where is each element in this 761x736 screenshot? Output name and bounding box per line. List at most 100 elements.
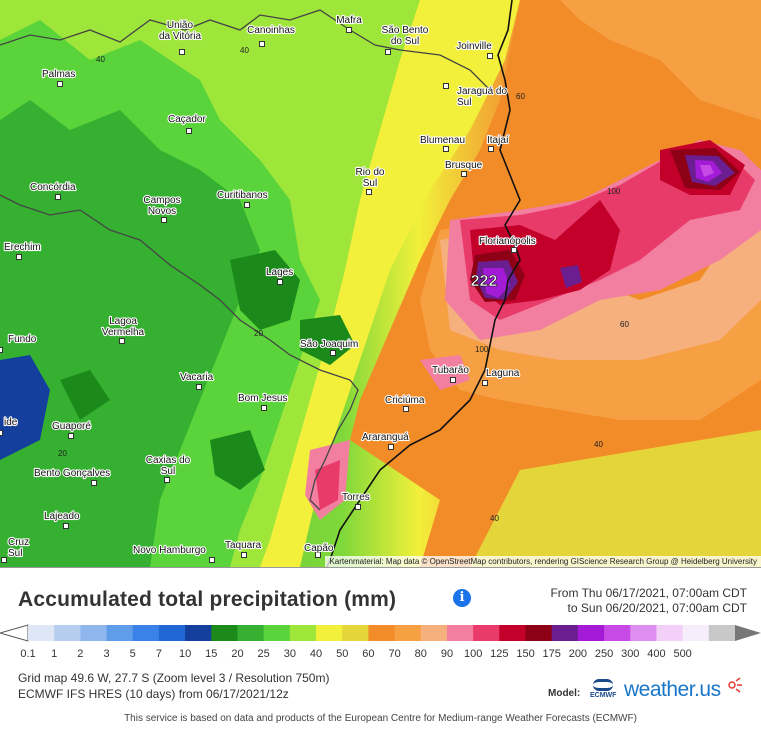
city-vacaria[interactable]: Vacaria	[179, 371, 215, 390]
city-bento-gon-alves[interactable]: Bento Gonçalves	[33, 467, 111, 486]
city-marker	[186, 128, 192, 134]
scale-tick-label: 5	[129, 648, 136, 660]
city-marker	[63, 523, 69, 529]
city-marker	[277, 279, 283, 285]
city-cap-o[interactable]: Capão	[303, 542, 335, 558]
city-palmas[interactable]: Palmas	[41, 68, 76, 87]
city-canoinhas[interactable]: Canoinhas	[246, 24, 296, 47]
city-marker	[482, 380, 488, 386]
city-marker	[488, 146, 494, 152]
city-s-o-joaquim[interactable]: São Joaquim	[299, 338, 359, 356]
city-novo-hamburgo[interactable]: Novo Hamburgo	[132, 544, 215, 563]
city-marker	[209, 557, 215, 563]
scale-swatch	[185, 625, 212, 641]
city-bom-jesus[interactable]: Bom Jesus	[237, 392, 289, 411]
city-marker	[68, 433, 74, 439]
city-ide[interactable]: ide	[0, 416, 19, 436]
max-precip-label: 222	[471, 273, 498, 290]
precip-zone-15mm	[300, 315, 355, 365]
scale-swatch	[499, 625, 527, 641]
legend-title: Accumulated total precipitation (mm)	[18, 588, 397, 611]
precip-zone-100mm	[315, 460, 340, 510]
city-marker	[244, 202, 250, 208]
scale-tick-label: 90	[440, 648, 454, 660]
city-label: Lages	[266, 267, 293, 278]
scale-tick-label: 250	[594, 648, 614, 660]
city-label: Mafra	[336, 15, 362, 26]
city-label: Tubarão	[432, 365, 469, 376]
city-label: São Joaquim	[300, 339, 358, 350]
city-ararangu-[interactable]: Araranguá	[361, 431, 410, 450]
scale-tick-label: 500	[673, 648, 692, 660]
scale-tick-label: 150	[516, 648, 535, 660]
precip-zone-200mm	[483, 268, 510, 298]
ecmwf-icon	[593, 679, 614, 691]
precipitation-map[interactable]: 40 40 60 100 60 20 100 20 40 40 União da Vitória Ca…	[0, 0, 761, 567]
precip-zone-15mm	[210, 430, 265, 490]
precip-zone-50mm	[470, 430, 761, 567]
scale-tick-label: 10	[178, 648, 192, 660]
state-border	[0, 194, 359, 511]
city-marker	[261, 405, 267, 411]
city-marker	[0, 347, 3, 353]
city-marker	[196, 384, 202, 390]
precip-zone-15mm	[60, 370, 110, 420]
scale-swatch	[446, 625, 474, 641]
city-erechim[interactable]: Erechim	[3, 241, 42, 260]
city-fundo[interactable]: Fundo	[0, 333, 38, 353]
city-lajeado[interactable]: Lajeado	[43, 510, 81, 529]
date-from: From Thu 06/17/2021, 07:00am CDT	[550, 586, 747, 600]
city-marker	[403, 406, 409, 412]
scale-tick-label: 0.1	[20, 648, 36, 660]
city-marker	[179, 49, 185, 55]
city-torres[interactable]: Torres	[341, 491, 371, 510]
city-marker	[346, 27, 352, 33]
precip-zone-90mm	[420, 355, 470, 390]
city-mafra[interactable]: Mafra	[335, 14, 363, 33]
scale-tick-label: 60	[362, 648, 375, 660]
city-taquara[interactable]: Taquara	[224, 539, 263, 558]
city-label: Vacaria	[180, 372, 214, 383]
city-label: Novos	[148, 206, 176, 217]
city-ca-ador[interactable]: Caçador	[167, 113, 208, 134]
weather-us-logo[interactable]: weather.us	[624, 678, 721, 701]
city-blumenau[interactable]: Blumenau	[419, 134, 466, 152]
city-curitibanos[interactable]: Curitibanos	[216, 189, 269, 208]
city-brusque[interactable]: Brusque	[444, 159, 484, 177]
city-marker	[461, 171, 467, 177]
city-marker	[450, 377, 456, 383]
city-guapor-[interactable]: Guaporé	[51, 420, 92, 439]
coastline	[326, 0, 521, 567]
city-conc-rdia[interactable]: Concórdia	[29, 181, 77, 200]
isoline-label: 20	[254, 329, 263, 338]
city-label: São Bento	[382, 25, 429, 36]
city-laguna[interactable]: Laguna	[482, 367, 521, 386]
scale-tick-label: 50	[336, 648, 349, 660]
scale-swatch	[473, 625, 500, 641]
city-lages[interactable]: Lages	[265, 266, 294, 285]
city-itaja-[interactable]: Itajaí	[486, 134, 510, 152]
city-florian-polis[interactable]: Florianópolis	[478, 235, 537, 253]
city-marker	[330, 350, 336, 356]
scale-swatch	[342, 625, 369, 641]
city-crici-ma[interactable]: Criciúma	[384, 394, 426, 412]
city-label: Sul	[8, 548, 22, 559]
scale-tick-label: 7	[155, 648, 162, 660]
scale-swatch	[54, 625, 81, 641]
city-marker	[164, 477, 170, 483]
info-icon[interactable]: i	[453, 589, 471, 607]
city-marker	[487, 53, 493, 59]
scale-swatch	[263, 625, 291, 641]
city-tubar-o[interactable]: Tubarão	[431, 364, 470, 383]
isoline-label: 40	[240, 46, 249, 55]
scale-tick-label: 20	[231, 648, 244, 660]
city-joinville[interactable]: Joinville	[455, 40, 493, 59]
